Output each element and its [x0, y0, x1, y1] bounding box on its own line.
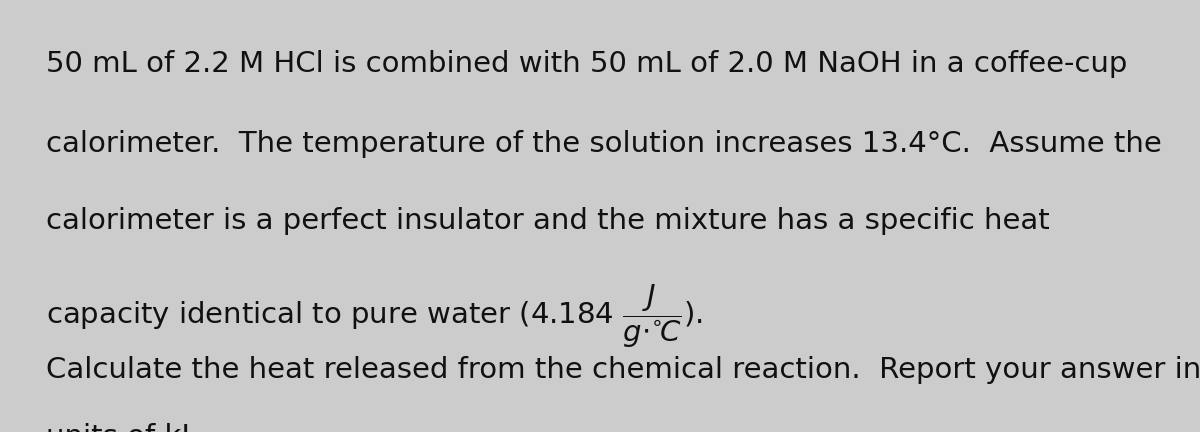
Text: calorimeter.  The temperature of the solution increases 13.4°C.  Assume the: calorimeter. The temperature of the solu…	[46, 130, 1162, 158]
Text: capacity identical to pure water (4.184 $\dfrac{\mathit{J}}{g{\cdot}^{\circ}\!C}: capacity identical to pure water (4.184 …	[46, 283, 703, 350]
Text: 50 mL of 2.2 M HCl is combined with 50 mL of 2.0 M NaOH in a coffee-cup: 50 mL of 2.2 M HCl is combined with 50 m…	[46, 50, 1127, 78]
Text: units of kJ.: units of kJ.	[46, 423, 199, 432]
Text: Calculate the heat released from the chemical reaction.  Report your answer in: Calculate the heat released from the che…	[46, 356, 1200, 384]
Text: calorimeter is a perfect insulator and the mixture has a specific heat: calorimeter is a perfect insulator and t…	[46, 207, 1049, 235]
